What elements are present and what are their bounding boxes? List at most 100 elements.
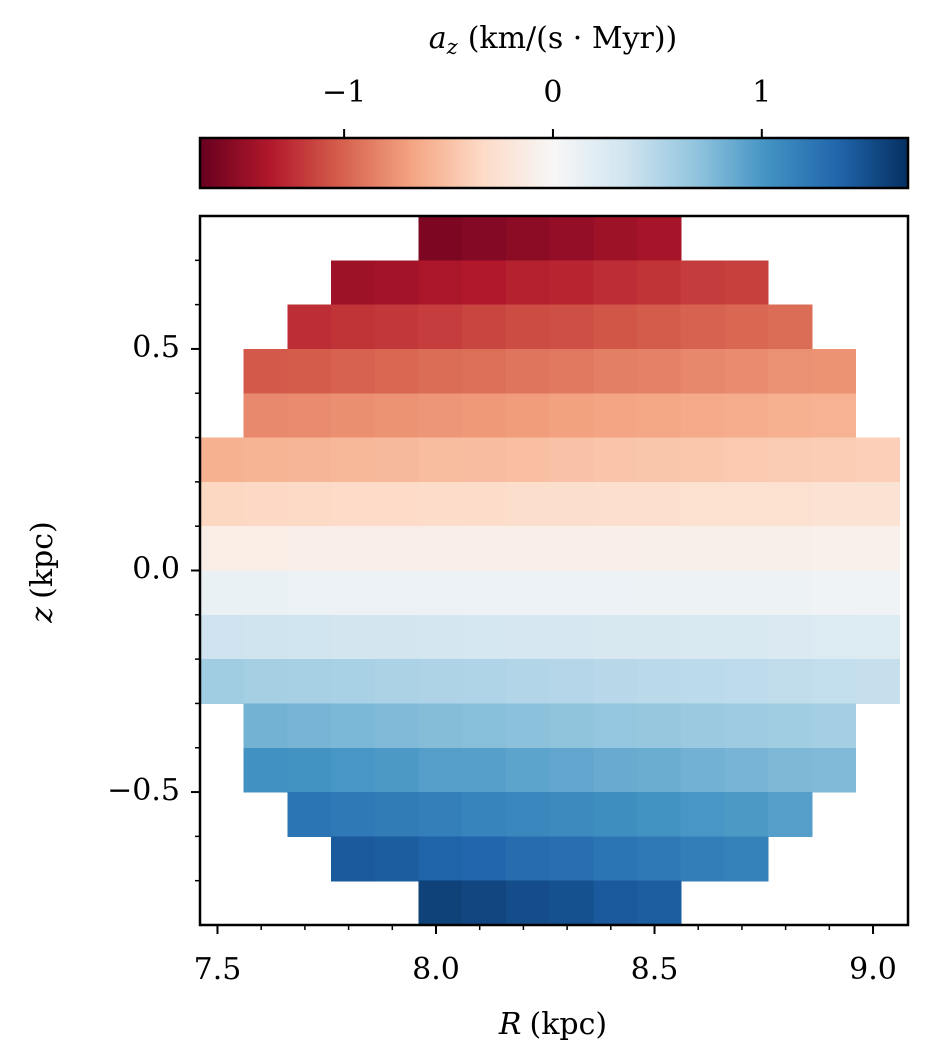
heatmap-cell: [549, 747, 594, 793]
heatmap-cell: [505, 880, 551, 926]
heatmap-cell: [637, 526, 682, 572]
heatmap-cell: [331, 836, 376, 882]
heatmap-cell: [374, 437, 420, 483]
heatmap-cell: [549, 703, 594, 749]
heatmap-cell: [724, 836, 769, 882]
heatmap-cell: [505, 304, 551, 350]
heatmap-cell: [374, 304, 420, 350]
heatmap-cell: [462, 703, 507, 749]
heatmap-cell: [593, 792, 638, 837]
heatmap-cell: [768, 747, 813, 793]
heatmap-cell: [768, 614, 813, 660]
heatmap-cell: [374, 703, 420, 749]
heatmap-cell: [331, 570, 376, 616]
heatmap-cell: [374, 614, 420, 660]
heatmap-cell: [811, 614, 857, 660]
heatmap-cell: [462, 747, 507, 793]
heatmap-cell: [505, 570, 551, 616]
heatmap-cell: [637, 659, 682, 705]
heatmap-cell: [287, 304, 332, 350]
heatmap-cell: [680, 703, 726, 749]
heatmap-cell: [811, 659, 857, 705]
heatmap-cell: [768, 659, 813, 705]
heatmap-cell: [549, 481, 594, 527]
heatmap-cell: [593, 747, 638, 793]
heatmap-cell: [768, 526, 813, 572]
heatmap-cell: [637, 481, 682, 527]
heatmap-cell: [505, 703, 551, 749]
heatmap-cell: [549, 659, 594, 705]
heatmap-cell: [505, 260, 551, 306]
colorbar: [198, 136, 910, 190]
heatmap-cell: [462, 526, 507, 572]
heatmap-cell: [549, 526, 594, 572]
heatmap-cell: [243, 614, 289, 660]
heatmap-cell: [593, 570, 638, 616]
heatmap-cell: [200, 526, 245, 572]
heatmap-cell: [549, 304, 594, 350]
heatmap-cell: [593, 880, 638, 926]
heatmap-cell: [331, 304, 376, 350]
heatmap-cell: [855, 481, 900, 527]
heatmap-cell: [418, 260, 463, 306]
heatmap-cell: [243, 526, 289, 572]
heatmap-cell: [768, 304, 813, 350]
heatmap-cell: [287, 393, 332, 439]
heatmap-cell: [637, 880, 682, 926]
heatmap-cell: [549, 260, 594, 306]
heatmap-cell: [418, 393, 463, 439]
heatmap-cell: [637, 348, 682, 394]
heatmap-cell: [768, 481, 813, 527]
heatmap-cell: [418, 747, 463, 793]
heatmap-cell: [724, 703, 769, 749]
heatmap-cell: [287, 703, 332, 749]
heatmap: [200, 216, 900, 926]
heatmap-cell: [462, 393, 507, 439]
heatmap-cell: [724, 393, 769, 439]
colorbar-tick-label: 0: [543, 75, 562, 110]
heatmap-cell: [287, 792, 332, 837]
heatmap-cell: [287, 526, 332, 572]
heatmap-cell: [331, 348, 376, 394]
y-axis-unit: (kpc): [25, 521, 60, 599]
heatmap-cell: [549, 348, 594, 394]
heatmap-cell: [374, 747, 420, 793]
heatmap-cell: [637, 216, 682, 261]
heatmap-cell: [505, 747, 551, 793]
heatmap-cell: [680, 747, 726, 793]
heatmap-cell: [418, 304, 463, 350]
heatmap-cell: [418, 659, 463, 705]
heatmap-cell: [549, 437, 594, 483]
heatmap-cell: [331, 260, 376, 306]
heatmap-cell: [331, 614, 376, 660]
heatmap-cell: [505, 393, 551, 439]
heatmap-cell: [724, 304, 769, 350]
heatmap-cell: [243, 570, 289, 616]
heatmap-cell: [593, 526, 638, 572]
heatmap-cell: [680, 437, 726, 483]
heatmap-cell: [462, 659, 507, 705]
heatmap-cell: [505, 348, 551, 394]
heatmap-cell: [418, 792, 463, 837]
heatmap-cell: [243, 393, 289, 439]
heatmap-cell: [680, 526, 726, 572]
heatmap-cell: [418, 836, 463, 882]
heatmap-cell: [200, 481, 245, 527]
colorbar-label-unit: (km/(s · Myr)): [468, 21, 678, 56]
heatmap-cell: [331, 526, 376, 572]
heatmap-cell: [724, 747, 769, 793]
heatmap-cell: [637, 304, 682, 350]
heatmap-cell: [505, 836, 551, 882]
heatmap-cell: [549, 792, 594, 837]
heatmap-cell: [462, 481, 507, 527]
heatmap-cell: [200, 614, 245, 660]
heatmap-cell: [418, 570, 463, 616]
colorbar-label-subscript: z: [446, 35, 459, 59]
heatmap-cell: [331, 481, 376, 527]
heatmap-cell: [505, 216, 551, 261]
y-tick-label: 0.0: [132, 552, 180, 587]
heatmap-cell: [855, 437, 900, 483]
heatmap-cell: [374, 570, 420, 616]
heatmap-cell: [549, 880, 594, 926]
